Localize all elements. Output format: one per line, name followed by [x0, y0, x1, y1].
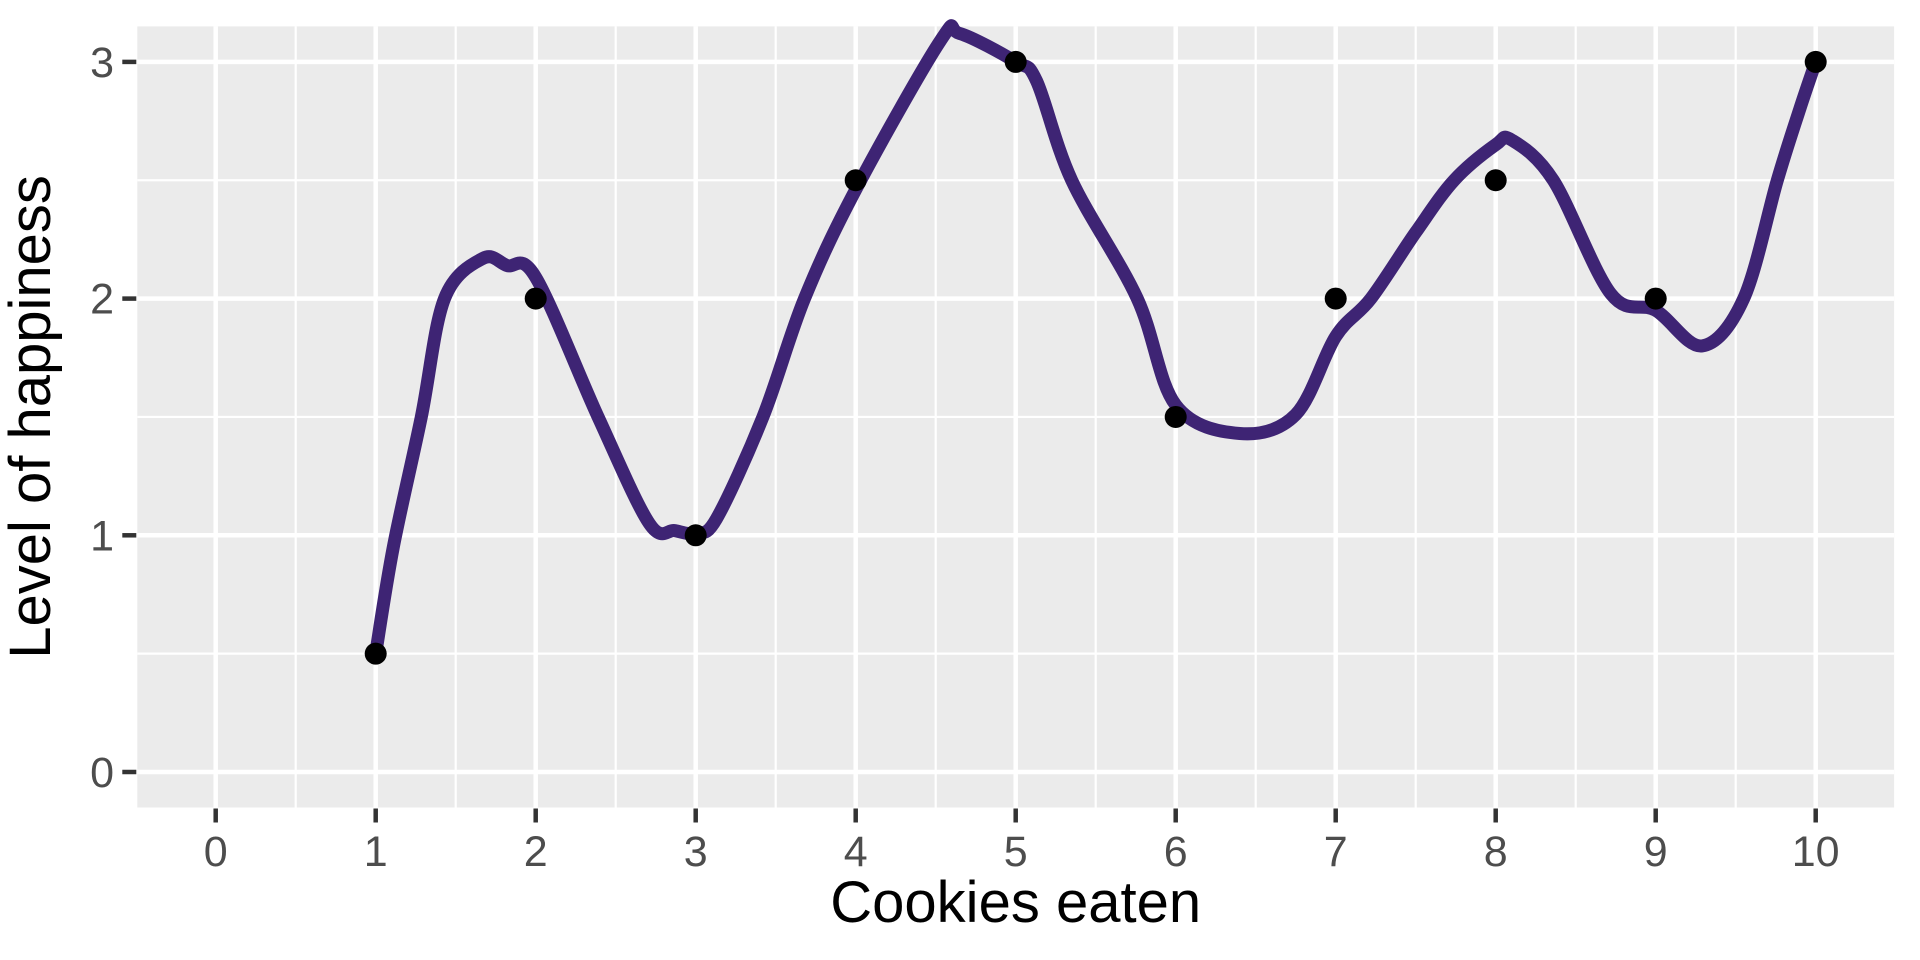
- data-point: [524, 287, 547, 310]
- data-point: [1324, 287, 1347, 310]
- data-point: [1644, 287, 1667, 310]
- data-point: [1164, 405, 1187, 428]
- x-tick-label: 9: [1644, 828, 1668, 876]
- data-point: [844, 169, 867, 192]
- x-tick-label: 1: [364, 828, 388, 876]
- y-tick-label: 0: [90, 749, 114, 797]
- data-point: [1004, 50, 1027, 73]
- x-tick-label: 3: [684, 828, 708, 876]
- y-tick-label: 3: [90, 39, 114, 87]
- x-tick-label: 7: [1324, 828, 1348, 876]
- x-tick-label: 6: [1164, 828, 1188, 876]
- x-axis-title: Cookies eaten: [830, 870, 1201, 935]
- x-tick-label: 10: [1792, 828, 1840, 876]
- y-tick-label: 2: [90, 276, 114, 324]
- x-tick-label: 2: [524, 828, 548, 876]
- y-axis-title: Level of happiness: [0, 175, 63, 659]
- data-point: [684, 524, 707, 547]
- x-tick-label: 4: [844, 828, 868, 876]
- x-tick-label: 5: [1004, 828, 1028, 876]
- x-tick-label: 8: [1484, 828, 1508, 876]
- data-point: [364, 642, 387, 665]
- smooth-fit-curve: [369, 19, 1823, 661]
- data-point: [1484, 169, 1507, 192]
- y-tick-label: 1: [90, 512, 114, 560]
- data-point: [1804, 50, 1827, 73]
- x-tick-label: 0: [204, 828, 228, 876]
